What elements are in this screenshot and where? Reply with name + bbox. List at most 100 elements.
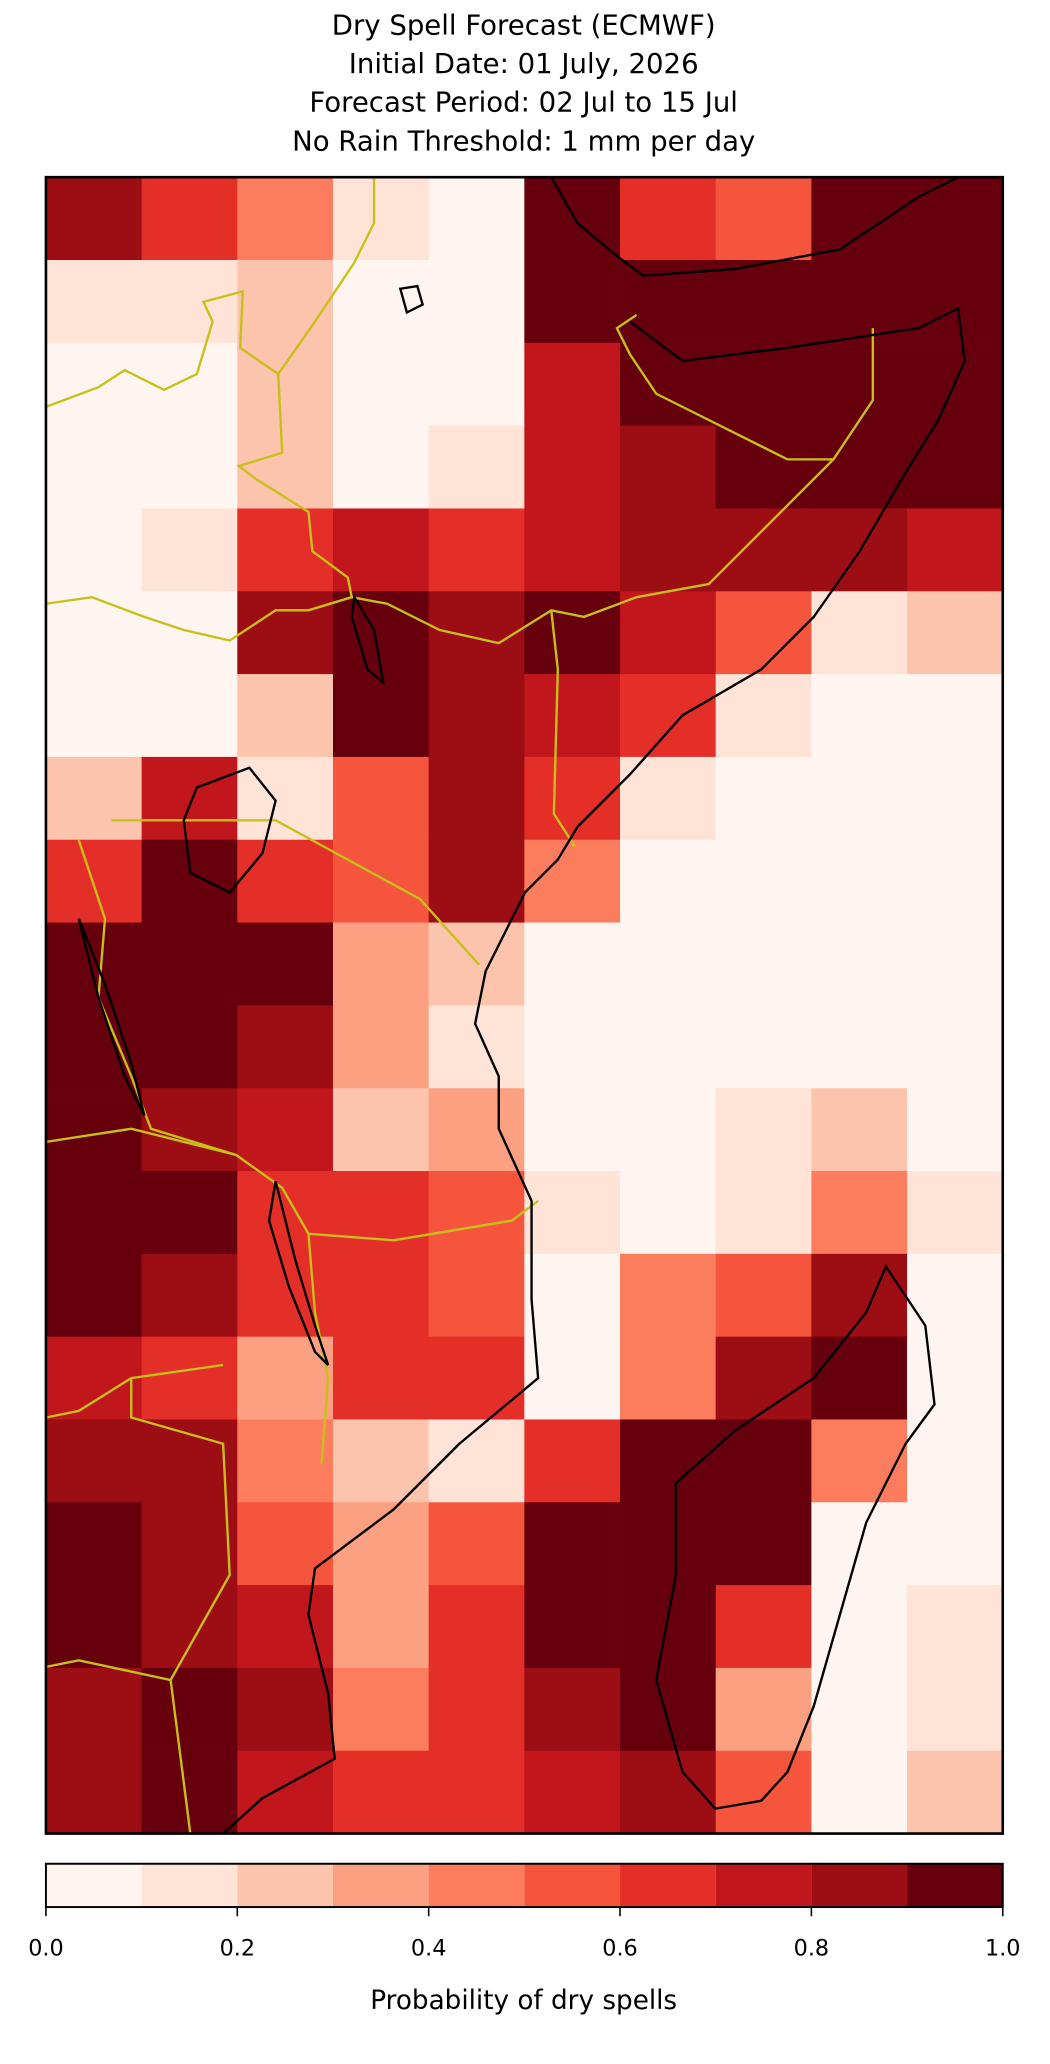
grid-cell [811,1171,908,1255]
grid-cell [141,1502,238,1586]
grid-cell [620,1667,717,1752]
grid-cell [811,756,908,841]
grid-cell [907,1336,1004,1421]
grid-cell [237,591,334,675]
grid-cell [524,342,621,427]
colorbar-swatch [524,1863,621,1908]
grid-cell [237,1750,334,1835]
grid-cell [45,1419,143,1503]
grid-cell [811,1005,908,1089]
grid-cell [332,177,430,261]
grid-cell [428,756,525,841]
grid-cell [524,839,621,924]
grid-cell [45,1585,143,1669]
grid-cell [715,1585,813,1669]
grid-cell [620,1336,717,1421]
grid-cell [237,425,334,510]
grid-cell [332,1088,430,1172]
grid-cell [45,1005,143,1089]
grid-cell [237,1171,334,1255]
grid-cell [715,1171,813,1255]
grid-cell [237,1005,334,1089]
grid-cell [428,1667,525,1752]
grid-cell [332,425,430,510]
grid-cell [428,425,525,510]
grid-cell [428,342,525,427]
grid-cell [907,1502,1004,1586]
coastlines [77,176,966,1835]
grid-cell [907,839,1004,924]
grid-cell [524,1171,621,1255]
grid-cell [237,922,334,1007]
map-frame [44,175,1005,1835]
grid-cell [141,1171,238,1255]
grid-cell [332,839,430,924]
grid-cell [907,508,1004,592]
grid-cell [45,1667,143,1752]
chart-title: No Rain Threshold: 1 mm per day [292,125,755,157]
grid-cell [715,1253,813,1338]
grid-cell [907,1585,1004,1669]
colorbar-tick-label: 1.0 [985,1936,1020,1962]
grid-cell [907,425,1004,510]
grid-cell [907,756,1004,841]
grid-cell [715,1336,813,1421]
grid-cell [715,756,813,841]
grid-cell [524,260,621,344]
grid-cell [715,508,813,592]
grid-cell [620,674,717,758]
grid-cell [428,1336,525,1421]
grid-cell [715,177,813,261]
grid-cell [45,1171,143,1255]
grid-cell [811,1667,908,1752]
grid-cell [428,1502,525,1586]
grid-cell [907,1419,1004,1503]
grid-cell [45,1750,143,1835]
grid-cell [428,508,525,592]
grid-cell [332,1171,430,1255]
grid-cell [811,260,908,344]
grid-cell [811,342,908,427]
grid-cell [141,1667,238,1752]
map-cells [45,177,1004,1835]
grid-cell [237,1336,334,1421]
colorbar: 0.0 0.2 0.4 0.6 0.8 1.0 [28,1863,1020,1962]
grid-cell [620,342,717,427]
grid-cell [45,342,143,427]
grid-cell [620,425,717,510]
grid-cell [524,508,621,592]
grid-cell [141,922,238,1007]
grid-cell [811,1253,908,1338]
grid-cell [907,260,1004,344]
grid-cell [907,177,1004,261]
grid-cell [620,1005,717,1089]
grid-cell [428,1253,525,1338]
grid-cell [620,177,717,261]
grid-cell [428,591,525,675]
grid-cell [141,591,238,675]
grid-cell [141,177,238,261]
grid-cell [907,1667,1004,1752]
grid-cell [524,1419,621,1503]
chart-title: Dry Spell Forecast (ECMWF) [332,9,716,41]
grid-cell [45,591,143,675]
grid-cell [237,260,334,344]
grid-cell [715,342,813,427]
grid-cell [811,839,908,924]
grid-cell [811,1750,908,1835]
grid-cell [620,1585,717,1669]
colorbar-swatch [620,1863,716,1908]
grid-cell [237,1502,334,1586]
colorbar-swatch [715,1863,812,1908]
grid-cell [907,922,1004,1007]
colorbar-swatch [45,1863,142,1908]
grid-cell [237,674,334,758]
colorbar-tick-label: 0.2 [220,1936,255,1962]
grid-cell [332,260,430,344]
grid-cell [332,1419,430,1503]
grid-cell [524,1502,621,1586]
grid-cell [907,1750,1004,1835]
grid-cell [524,1750,621,1835]
grid-cell [332,342,430,427]
